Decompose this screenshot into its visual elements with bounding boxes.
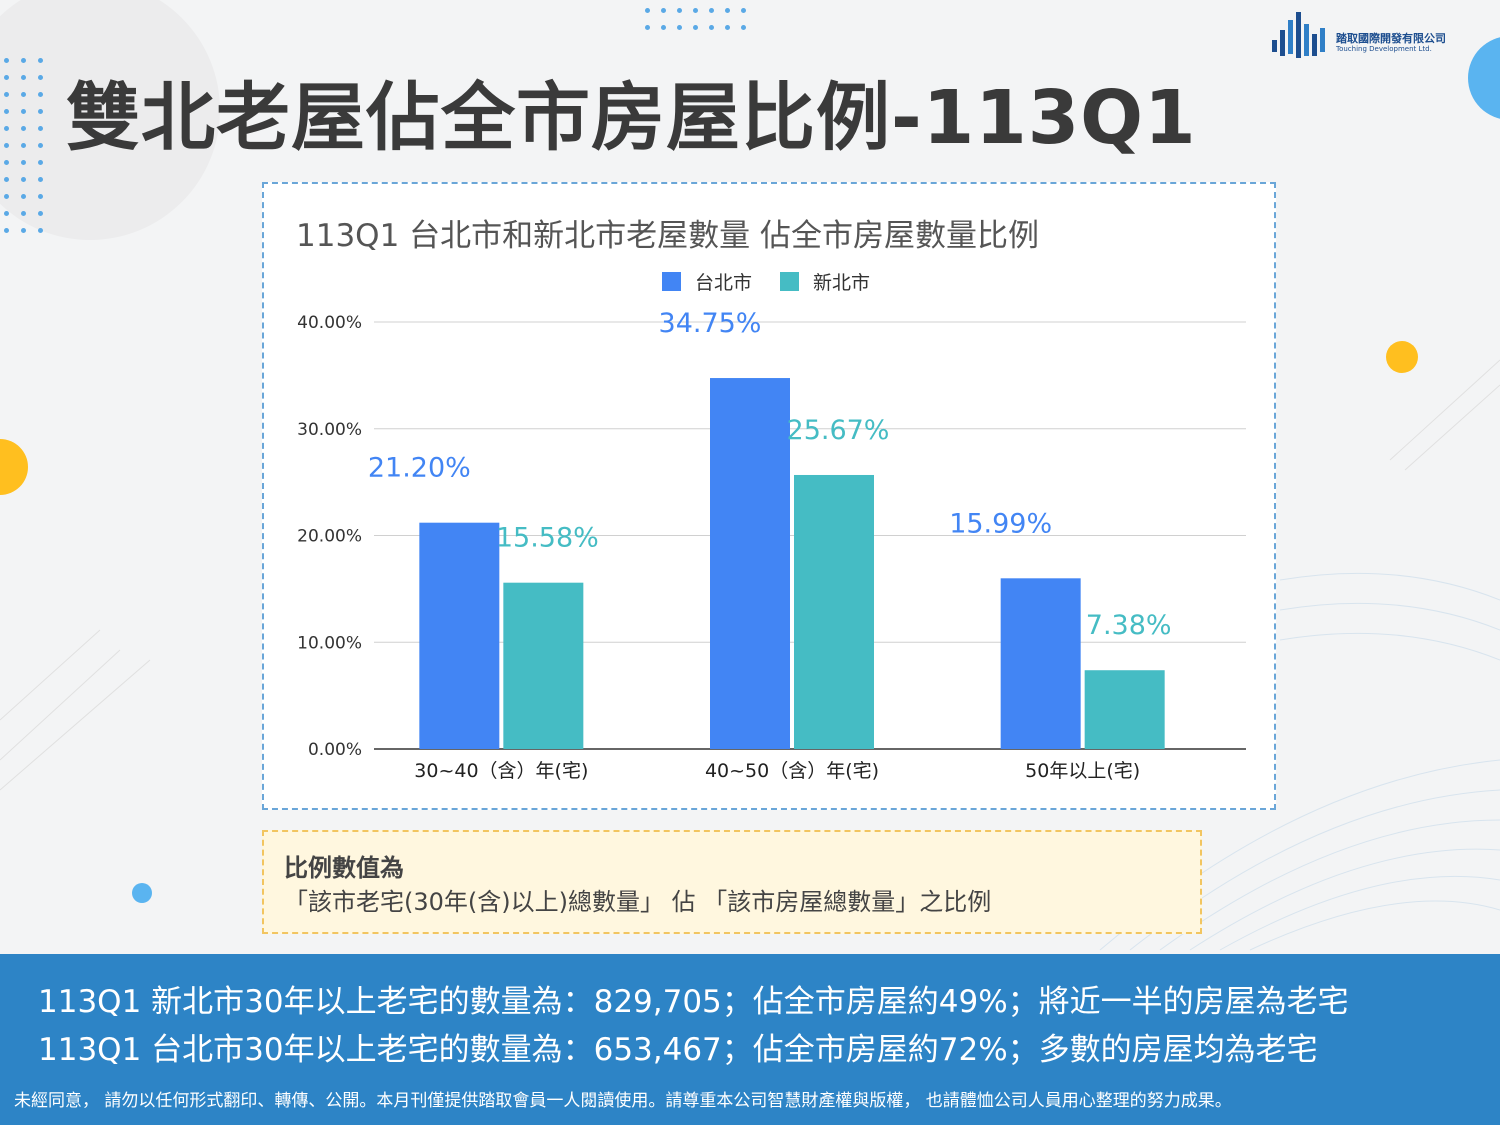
bar bbox=[419, 522, 500, 749]
data-label: 34.75% bbox=[659, 308, 762, 339]
data-label: 21.20% bbox=[368, 453, 471, 484]
x-tick-label: 50年以上(宅) bbox=[1025, 760, 1140, 782]
buildings-logo-icon bbox=[1272, 12, 1325, 58]
data-label: 15.58% bbox=[496, 523, 599, 554]
bar bbox=[1084, 670, 1165, 749]
bar bbox=[794, 474, 874, 749]
summary-banner: 113Q1 新北市30年以上老宅的數量為：829,705；佔全市房屋約49%；將… bbox=[0, 954, 1500, 1125]
data-label: 7.38% bbox=[1086, 610, 1172, 641]
data-label: 15.99% bbox=[949, 508, 1052, 539]
legend-item-taipei: 台北市 bbox=[662, 268, 752, 295]
legend-label-taipei: 台北市 bbox=[695, 272, 753, 294]
logo-name-en: Touching Development Ltd. bbox=[1336, 45, 1432, 53]
legend-swatch-new-taipei bbox=[780, 272, 800, 291]
note-heading: 比例數值為 bbox=[284, 854, 404, 882]
note-body: 「該市老宅(30年(含)以上)總數量」 佔 「該市房屋總數量」之比例 bbox=[284, 888, 992, 916]
dot-pattern-top bbox=[645, 8, 746, 30]
chart-title: 113Q1 台北市和新北市老屋數量 佔全市房屋數量比例 bbox=[296, 218, 1039, 254]
dot-pattern-left bbox=[4, 58, 43, 233]
legend-swatch-taipei bbox=[662, 272, 681, 291]
ratio-note: 比例數值為 「該市老宅(30年(含)以上)總數量」 佔 「該市房屋總數量」之比例 bbox=[262, 830, 1202, 934]
summary-line-new-taipei: 113Q1 新北市30年以上老宅的數量為：829,705；佔全市房屋約49%；將… bbox=[38, 984, 1349, 1020]
x-tick-label: 30~40（含）年(宅) bbox=[414, 760, 588, 782]
y-tick-label: 40.00% bbox=[297, 313, 362, 333]
bar bbox=[710, 378, 790, 749]
chart-legend: 台北市 新北市 bbox=[662, 268, 870, 295]
bar bbox=[1000, 578, 1081, 749]
y-tick-label: 10.00% bbox=[297, 633, 362, 653]
copyright-disclaimer: 未經同意， 請勿以任何形式翻印、轉傳、公開。本月刊僅提供踏取會員一人閱讀使用。請… bbox=[14, 1091, 1232, 1111]
page-title: 雙北老屋佔全市房屋比例-113Q1 bbox=[66, 75, 1197, 161]
y-tick-label: 0.00% bbox=[308, 740, 362, 760]
chart-container: 113Q1 台北市和新北市老屋數量 佔全市房屋數量比例 台北市 新北市 0.00… bbox=[262, 182, 1276, 810]
logo-name-cn: 踏取國際開發有限公司 bbox=[1336, 32, 1446, 45]
company-logo: 踏取國際開發有限公司 Touching Development Ltd. bbox=[1270, 12, 1470, 62]
legend-label-new-taipei: 新北市 bbox=[813, 272, 871, 294]
x-tick-label: 40~50（含）年(宅) bbox=[705, 760, 879, 782]
data-label: 25.67% bbox=[787, 415, 890, 446]
y-tick-label: 20.00% bbox=[297, 527, 362, 547]
y-tick-label: 30.00% bbox=[297, 420, 362, 440]
legend-item-new-taipei: 新北市 bbox=[780, 268, 870, 295]
summary-line-taipei: 113Q1 台北市30年以上老宅的數量為：653,467；佔全市房屋約72%；多… bbox=[38, 1032, 1318, 1068]
bar bbox=[503, 582, 584, 749]
bar-chart: 0.00% 10.00% 20.00% 30.00% 40.00% 21.20% 15.58… bbox=[297, 308, 1246, 782]
